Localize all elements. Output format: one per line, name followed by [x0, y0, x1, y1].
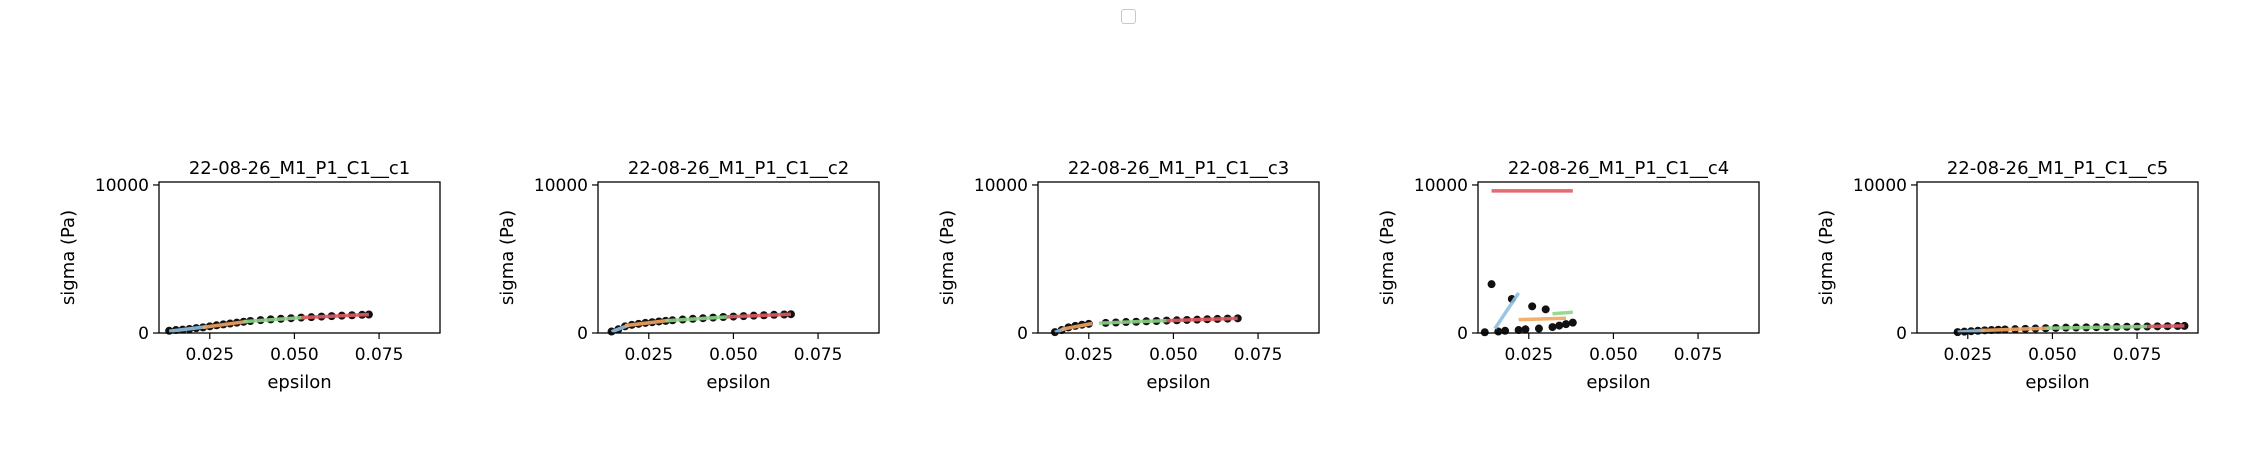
x-tick-label: 0.050 — [1589, 345, 1638, 365]
plot-frame — [1477, 181, 1760, 334]
y-tick-label: 10000 — [1414, 176, 1468, 196]
fit-line-2 — [1061, 321, 1093, 332]
x-axis-label: epsilon — [2025, 372, 2089, 393]
data-point — [1562, 320, 1571, 329]
x-axis-label: epsilon — [706, 372, 770, 393]
y-axis-label: sigma (Pa) — [1816, 210, 1837, 305]
data-point — [1568, 318, 1577, 327]
data-point — [1555, 321, 1564, 330]
x-tick-label: 0.075 — [1674, 345, 1723, 365]
x-tick-label: 0.025 — [1504, 345, 1553, 365]
y-tick-label: 0 — [577, 324, 588, 344]
y-tick-label: 10000 — [974, 176, 1028, 196]
x-tick-label: 0.075 — [2113, 345, 2162, 365]
y-tick-label: 0 — [1457, 324, 1468, 344]
y-axis-label: sigma (Pa) — [937, 210, 958, 305]
chart-title: 22-08-26_M1_P1_C1__c5 — [1947, 158, 2168, 179]
y-axis-label: sigma (Pa) — [58, 210, 79, 305]
chart-title: 22-08-26_M1_P1_C1__c1 — [189, 158, 410, 179]
y-axis-label: sigma (Pa) — [497, 210, 518, 305]
y-tick-label: 0 — [138, 324, 149, 344]
y-tick-label: 0 — [1017, 324, 1028, 344]
chart-title: 22-08-26_M1_P1_C1__c4 — [1508, 158, 1729, 179]
x-tick-label: 0.025 — [624, 345, 673, 365]
legend-box — [1121, 9, 1136, 24]
data-point — [1480, 328, 1489, 337]
x-tick-label: 0.025 — [1943, 345, 1992, 365]
data-point — [1534, 324, 1543, 333]
fit-line-3 — [2045, 324, 2148, 331]
x-axis-label: epsilon — [267, 372, 331, 393]
x-tick-label: 0.050 — [709, 345, 758, 365]
plot-frame — [1916, 181, 2199, 334]
x-axis-label: epsilon — [1586, 372, 1650, 393]
fit-line-2 — [624, 318, 670, 328]
x-tick-label: 0.075 — [1234, 345, 1283, 365]
x-tick-label: 0.050 — [2028, 345, 2077, 365]
x-tick-label: 0.025 — [1064, 345, 1113, 365]
chart-title: 22-08-26_M1_P1_C1__c2 — [628, 158, 849, 179]
fit-line-4 — [2147, 324, 2185, 329]
x-tick-label: 0.075 — [355, 345, 404, 365]
data-point — [1521, 325, 1530, 334]
fit-line-1 — [168, 325, 207, 333]
data-point — [1541, 305, 1550, 314]
y-axis-label: sigma (Pa) — [1377, 210, 1398, 305]
fit-line-3 — [1098, 318, 1167, 325]
fit-line-2 — [1518, 316, 1567, 322]
fit-line-3 — [665, 314, 731, 323]
data-point — [1528, 302, 1537, 311]
x-axis-label: epsilon — [1146, 372, 1210, 393]
data-point — [1514, 326, 1523, 335]
plot-frame — [597, 181, 880, 334]
fit-line-2 — [202, 319, 248, 330]
fit-line-3 — [243, 315, 309, 324]
fit-line-4 — [301, 312, 369, 320]
fit-line-4 — [726, 312, 792, 319]
y-tick-label: 0 — [1896, 324, 1907, 344]
fit-line-4 — [1166, 316, 1238, 323]
y-tick-label: 10000 — [95, 176, 149, 196]
y-tick-label: 10000 — [534, 176, 588, 196]
fit-line-1 — [1493, 292, 1521, 330]
fit-line-2 — [1981, 326, 2050, 333]
plot-frame — [1037, 181, 1320, 334]
chart-title: 22-08-26_M1_P1_C1__c3 — [1068, 158, 1289, 179]
data-point — [1548, 323, 1557, 332]
y-tick-label: 10000 — [1853, 176, 1907, 196]
fit-line-1 — [1957, 328, 1985, 334]
x-tick-label: 0.075 — [794, 345, 843, 365]
x-tick-label: 0.050 — [270, 345, 319, 365]
fit-line-3 — [1552, 310, 1573, 316]
x-tick-label: 0.050 — [1149, 345, 1198, 365]
plot-frame — [158, 181, 441, 334]
x-tick-label: 0.025 — [185, 345, 234, 365]
data-point — [1487, 280, 1496, 289]
